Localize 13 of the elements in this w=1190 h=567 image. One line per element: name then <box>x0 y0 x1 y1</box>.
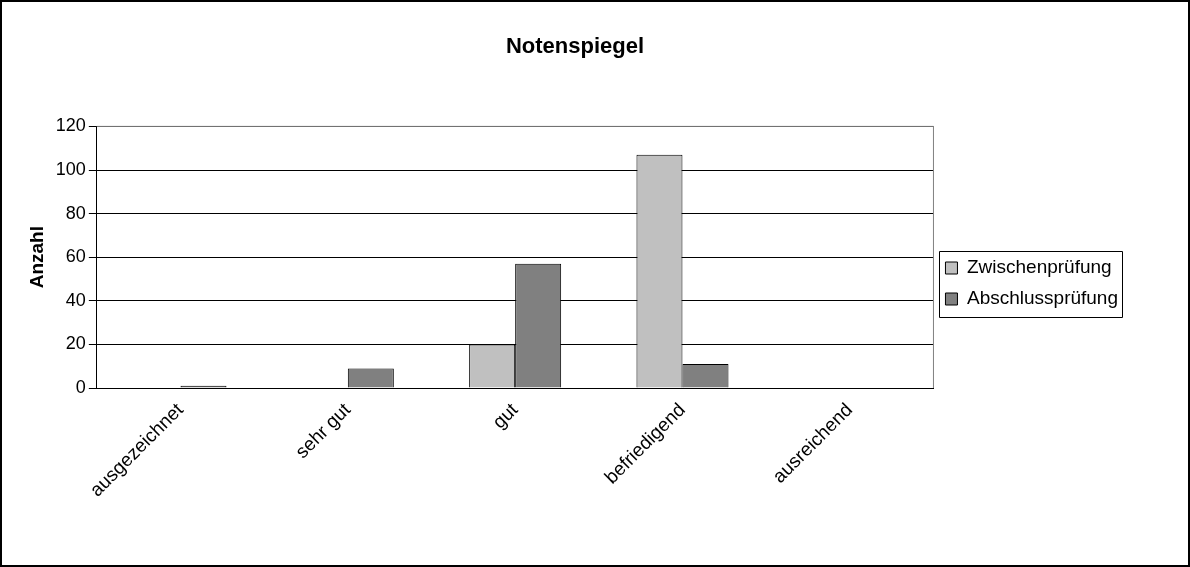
y-axis-title: Anzahl <box>25 226 47 289</box>
x-tick-label: gut <box>488 398 523 433</box>
y-tick-label: 60 <box>65 246 86 267</box>
y-tick-label: 120 <box>55 115 86 136</box>
legend-label: Zwischenprüfung <box>966 256 1112 278</box>
y-tick-label: 40 <box>65 289 86 310</box>
x-tick-label: sehr gut <box>290 398 355 463</box>
y-tick-label: 20 <box>65 333 86 354</box>
y-tick-label: 100 <box>55 158 86 179</box>
y-tick-label: 80 <box>65 202 86 223</box>
chart-title: Notenspiegel <box>505 33 645 59</box>
legend-label: Abschlussprüfung <box>966 287 1119 309</box>
y-tick-label: 0 <box>75 376 86 397</box>
